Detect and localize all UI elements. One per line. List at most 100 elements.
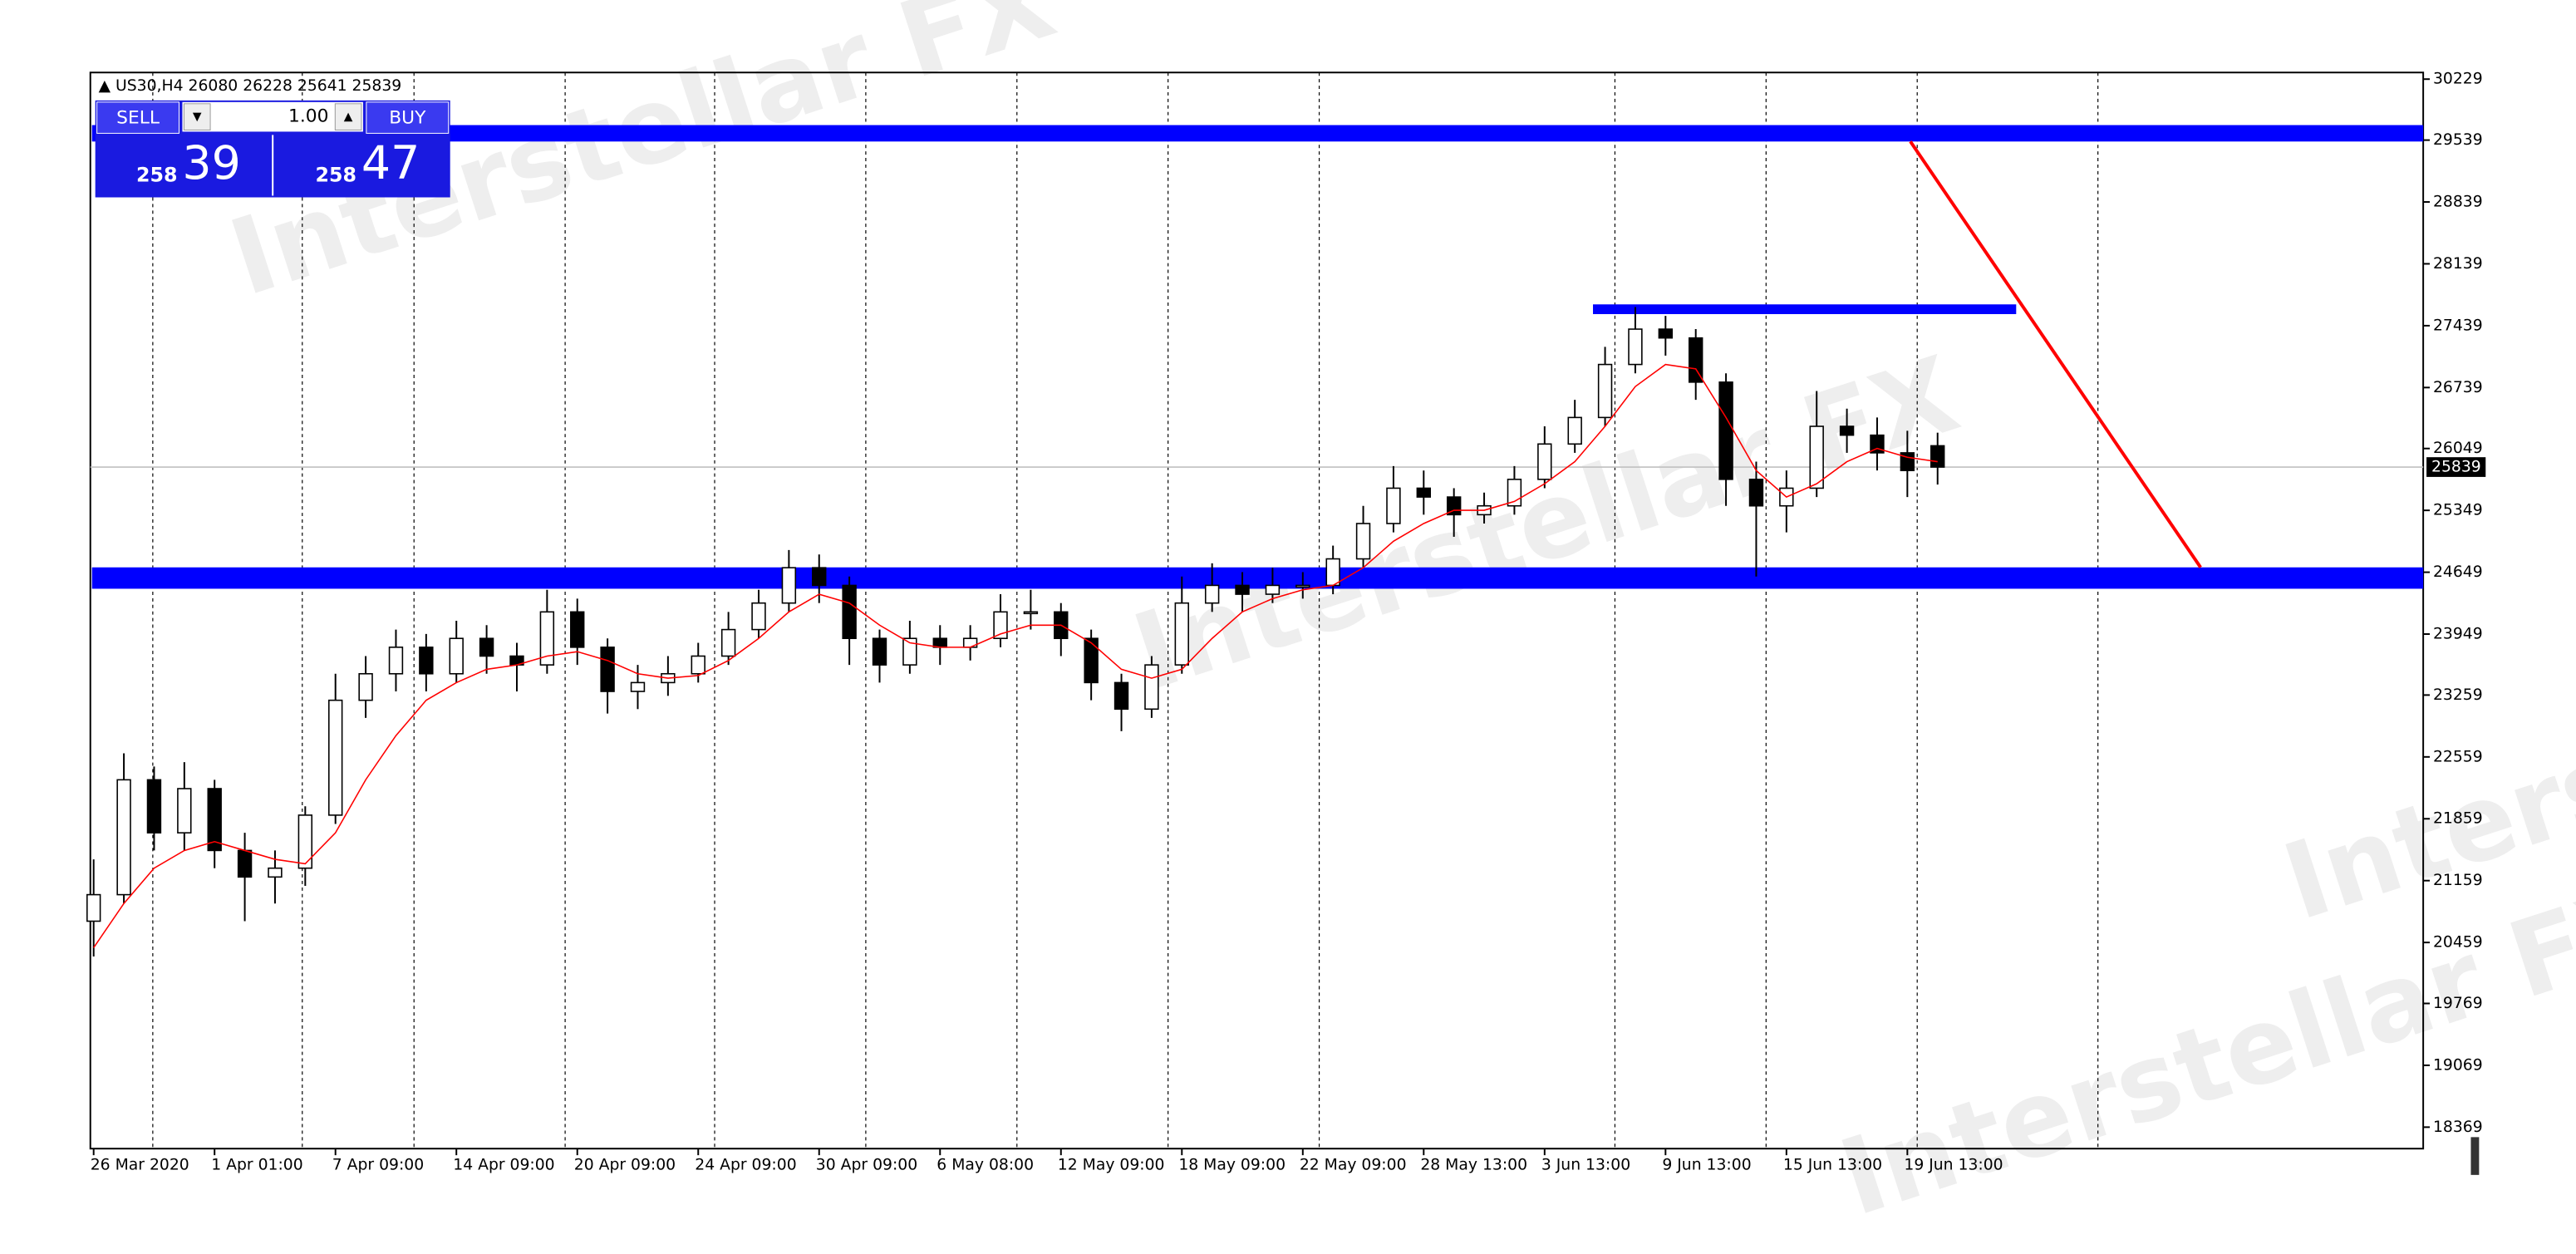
buy-button[interactable] (366, 101, 450, 134)
candle-body (1386, 487, 1401, 524)
candle-body (1023, 611, 1039, 615)
x-tick-label: 22 May 09:00 (1300, 1156, 1407, 1173)
candle-body (358, 672, 373, 701)
candle-body (479, 637, 494, 657)
candle-body (1870, 434, 1885, 454)
trade-panel: SELL ▼ ▲ 1.00 BUY 258 39 258 47 (95, 100, 450, 198)
ask-big: 258 (316, 163, 357, 186)
y-tick-label: 18369 (2433, 1119, 2483, 1136)
y-tick-label: 26049 (2433, 440, 2483, 457)
candle-body (1265, 584, 1281, 595)
zone (91, 125, 2424, 142)
candle-body (1235, 584, 1250, 595)
symbol: US30,H4 (116, 77, 184, 95)
sell-button[interactable] (96, 101, 179, 134)
candle-body (388, 647, 404, 675)
candle-body (1718, 381, 1733, 480)
lot-up[interactable] (334, 103, 362, 130)
bid-big: 258 (136, 163, 178, 186)
y-tick-label: 27439 (2433, 317, 2483, 334)
candle-body (1416, 487, 1432, 498)
lot-down[interactable] (183, 103, 211, 130)
candle-body (1689, 337, 1703, 383)
x-tick-label: 26 Mar 2020 (91, 1156, 189, 1173)
y-tick-label: 19769 (2433, 995, 2483, 1012)
buy-label: BUY (389, 108, 426, 129)
candle-body (600, 647, 615, 692)
scroll-handle[interactable] (2470, 1137, 2480, 1175)
candle-body (1174, 602, 1189, 666)
y-tick-label: 24649 (2433, 563, 2483, 581)
axis: 18369 19069 19769 20459 21159 21859 22559 23259… (91, 71, 2486, 1173)
candle-body (1839, 425, 1855, 436)
x-tick-label: 1 Apr 01:00 (211, 1156, 302, 1173)
y-tick-label: 19069 (2433, 1056, 2483, 1074)
ohlc-open: 26080 (189, 77, 238, 95)
plot (86, 125, 2424, 957)
y-tick-label: 28839 (2433, 194, 2483, 211)
candle-body (1597, 363, 1613, 419)
lot-input[interactable] (182, 101, 363, 132)
x-tick-label: 9 Jun 13:00 (1662, 1156, 1751, 1173)
x-tick-label: 20 Apr 09:00 (574, 1156, 676, 1173)
x-tick-label: 28 May 13:00 (1420, 1156, 1527, 1173)
y-tick-label: 29539 (2433, 131, 2483, 149)
lot-up-icon: ▲ (344, 111, 353, 124)
candle-body (630, 681, 646, 692)
candle-body (268, 867, 283, 878)
candle-body (237, 849, 253, 878)
candle-body (812, 567, 827, 587)
candle-body (297, 814, 313, 869)
header: ▲ US30,H4 26080 26228 25641 25839 (99, 77, 402, 95)
candle-body (1204, 584, 1220, 604)
trendline (1909, 140, 2202, 568)
candle-body (86, 893, 101, 922)
last-price-box (2426, 457, 2486, 477)
y-tick-label: 23259 (2433, 686, 2483, 704)
candle-body (902, 637, 917, 666)
candle-body (1355, 523, 1371, 560)
x-tick-label: 15 Jun 13:00 (1783, 1156, 1882, 1173)
y-tick-label: 22559 (2433, 748, 2483, 765)
zone (91, 567, 2424, 589)
y-tick-label: 25349 (2433, 502, 2483, 519)
sell-label: SELL (116, 108, 160, 129)
x-tick-label: 12 May 09:00 (1058, 1156, 1165, 1173)
candle-body (539, 611, 555, 666)
y-tick-label: 20459 (2433, 934, 2483, 952)
last-price-label: 25839 (2431, 459, 2481, 476)
candle-body (691, 655, 705, 675)
candle-body (449, 637, 464, 675)
bid-small: 39 (182, 137, 240, 190)
y-tick-label: 26739 (2433, 379, 2483, 396)
candle-body (207, 788, 222, 852)
x-tick-label: 14 Apr 09:00 (453, 1156, 554, 1173)
candle-body (570, 611, 585, 648)
x-tick-label: 7 Apr 09:00 (332, 1156, 424, 1173)
candle-body (781, 567, 797, 604)
zone (1593, 304, 2017, 314)
y-tick-label: 28139 (2433, 255, 2483, 273)
y-tick-label: 30229 (2433, 71, 2483, 88)
x-tick-label: 19 Jun 13:00 (1904, 1156, 2003, 1173)
watermark: Interstellar FX (1826, 859, 2576, 1240)
lot-value: 1.00 (288, 106, 328, 127)
y-tick-label: 23949 (2433, 626, 2483, 643)
lot-down-icon: ▼ (193, 111, 202, 124)
candle-body (1113, 681, 1129, 711)
x-tick-label: 18 May 09:00 (1178, 1156, 1286, 1173)
candle-body (1567, 416, 1582, 445)
y-tick-label: 21159 (2433, 872, 2483, 889)
ask-small: 47 (361, 137, 420, 190)
ohlc-close: 25839 (352, 77, 402, 95)
x-tick-label: 6 May 08:00 (937, 1156, 1034, 1173)
candle-body (116, 779, 131, 896)
y-tick-label: 21859 (2433, 810, 2483, 828)
candle-body (751, 602, 766, 631)
candle-body (1325, 558, 1340, 587)
candle-body (177, 788, 192, 834)
candle-body (1748, 479, 1764, 507)
candle-body (419, 647, 434, 675)
